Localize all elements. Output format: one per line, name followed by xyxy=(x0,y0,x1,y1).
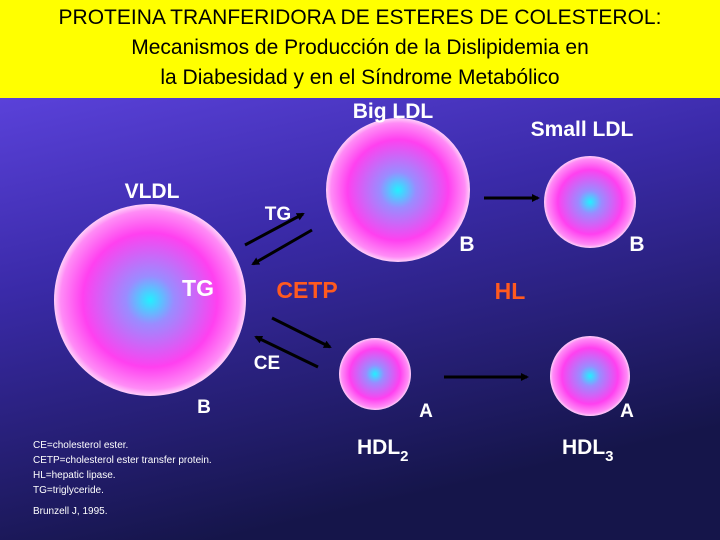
label: HL xyxy=(495,278,526,304)
note: TG=triglyceride. xyxy=(33,485,104,496)
label: CETP xyxy=(276,277,337,303)
label-sub: 3 xyxy=(605,448,613,465)
label: Small LDL xyxy=(531,118,634,141)
label: Big LDL xyxy=(353,100,434,123)
label-sub: 2 xyxy=(400,448,408,465)
title-line: la Diabesidad y en el Síndrome Metabólic… xyxy=(160,66,559,89)
big-ldl-particle xyxy=(326,118,470,262)
label: A xyxy=(620,401,634,422)
label-main: HDL xyxy=(357,436,400,459)
label: TG xyxy=(182,275,214,301)
label: HDL3 xyxy=(562,436,614,465)
arrow xyxy=(254,335,319,369)
note: HL=hepatic lipase. xyxy=(33,470,116,481)
header-bar xyxy=(0,0,720,98)
hdl3-particle xyxy=(550,336,630,416)
title-line: Mecanismos de Producción de la Dislipide… xyxy=(131,36,589,59)
label: HDL2 xyxy=(357,436,409,465)
hdl2-particle xyxy=(339,338,411,410)
arrow xyxy=(244,212,305,247)
arrow xyxy=(251,228,313,266)
arrow xyxy=(271,316,332,349)
label: A xyxy=(419,401,433,422)
note: CE=cholesterol ester. xyxy=(33,440,128,451)
small-ldl-particle xyxy=(544,156,636,248)
citation: Brunzell J, 1995. xyxy=(33,506,108,517)
label: B xyxy=(197,397,211,418)
label: B xyxy=(459,233,474,256)
label: TG xyxy=(265,204,291,225)
label-main: HDL xyxy=(562,436,605,459)
title-line: PROTEINA TRANFERIDORA DE ESTERES DE COLE… xyxy=(59,6,662,29)
label: CE xyxy=(254,353,280,374)
note: CETP=cholesterol ester transfer protein. xyxy=(33,455,212,466)
label: VLDL xyxy=(125,180,180,203)
label: B xyxy=(629,233,644,256)
vldl-particle xyxy=(54,204,246,396)
